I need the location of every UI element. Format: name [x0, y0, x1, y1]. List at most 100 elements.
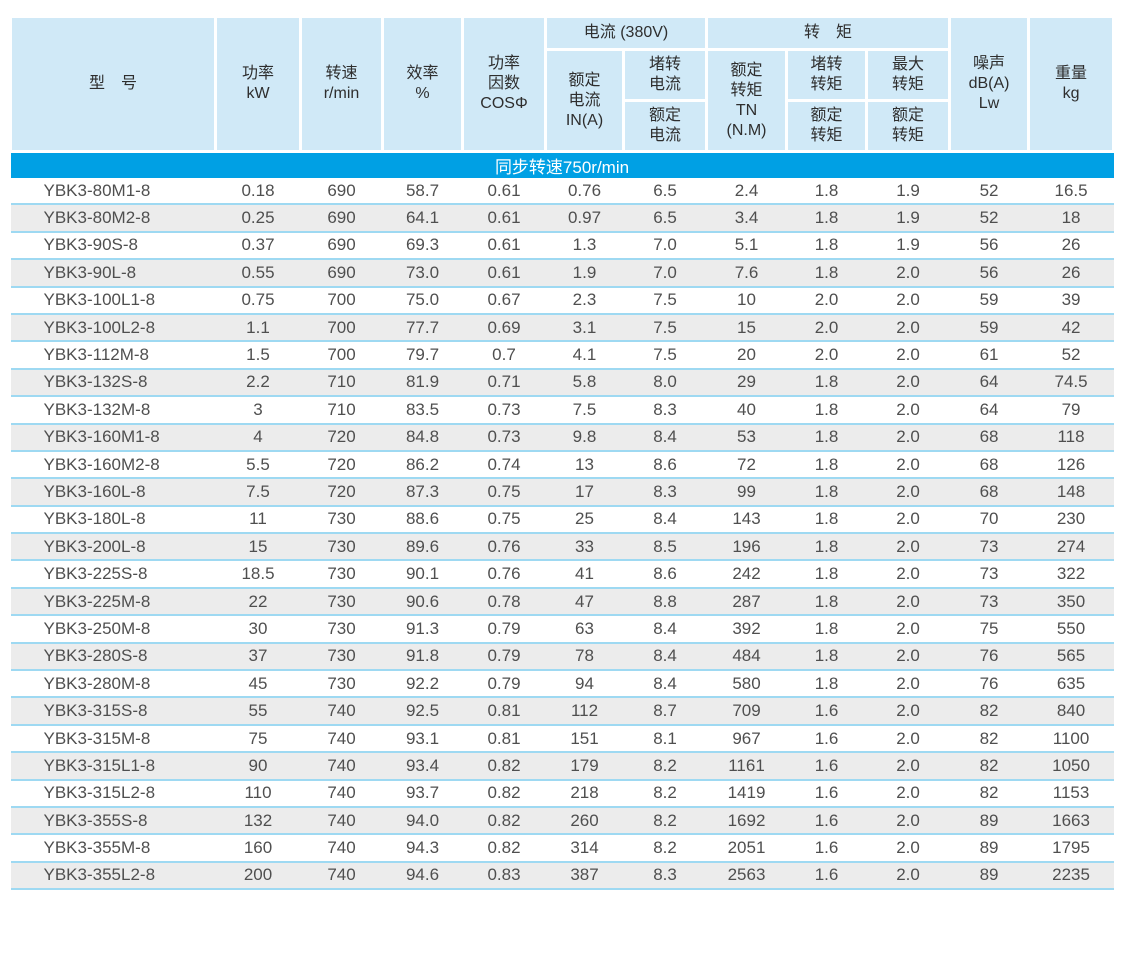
value-cell: 59	[949, 286, 1029, 315]
value-cell: 92.2	[382, 670, 463, 699]
model-cell: YBK3-315S-8	[10, 697, 216, 726]
table-row: YBK3-180L-8 11 730 88.6 0.75 25 8.4 143 1.8 2.0 70…	[10, 505, 1114, 535]
model-cell: YBK3-80M2-8	[10, 204, 216, 233]
header-row-sub-top: 额定 电流 IN(A) 堵转 电流 额定 转矩 TN (N.M) 堵转 转矩 最…	[11, 48, 1114, 153]
table-row: YBK3-225M-8 22 730 90.6 0.78 47 8.8 287 1.8 2.0 73…	[10, 587, 1114, 617]
value-cell: 82	[949, 779, 1029, 808]
value-cell: 1.8	[786, 615, 867, 644]
value-cell: 8.4	[623, 615, 707, 644]
model-cell: YBK3-315L1-8	[10, 752, 216, 781]
value-cell: 0.61	[462, 204, 546, 233]
value-cell: 94.0	[382, 806, 463, 836]
model-cell: YBK3-225M-8	[10, 587, 216, 617]
value-cell: 840	[1028, 697, 1114, 726]
value-cell: 7.5	[545, 396, 624, 425]
value-cell: 1.6	[786, 779, 867, 808]
table-row: YBK3-250M-8 30 730 91.3 0.79 63 8.4 392 1.8 2.0 75…	[10, 615, 1114, 644]
value-cell: 8.3	[623, 861, 707, 891]
value-cell: 720	[300, 423, 383, 452]
value-cell: 730	[300, 560, 383, 589]
table-row: YBK3-315S-8 55 740 92.5 0.81 112 8.7 709 1.6 2.0 8…	[10, 697, 1114, 726]
value-cell: 1.6	[786, 752, 867, 781]
value-cell: 2.0	[866, 533, 950, 562]
value-cell: 0.83	[462, 861, 546, 891]
model-cell: YBK3-132S-8	[10, 368, 216, 398]
value-cell: 68	[949, 450, 1029, 480]
value-cell: 7.5	[623, 286, 707, 315]
model-cell: YBK3-80M1-8	[10, 178, 216, 206]
value-cell: 1.9	[545, 259, 624, 288]
value-cell: 73	[949, 560, 1029, 589]
value-cell: 565	[1028, 642, 1114, 672]
value-cell: 18.5	[215, 560, 301, 589]
model-cell: YBK3-180L-8	[10, 505, 216, 535]
value-cell: 700	[300, 341, 383, 370]
value-cell: 710	[300, 396, 383, 425]
value-cell: 8.2	[623, 752, 707, 781]
table-row: YBK3-112M-8 1.5 700 79.7 0.7 4.1 7.5 20 2.0 2.0 61…	[10, 341, 1114, 370]
value-cell: 1.6	[786, 724, 867, 754]
value-cell: 2.0	[866, 615, 950, 644]
value-cell: 15	[215, 533, 301, 562]
value-cell: 11	[215, 505, 301, 535]
value-cell: 72	[706, 450, 787, 480]
value-cell: 5.8	[545, 368, 624, 398]
col-header-rated-current: 额定 电流 IN(A)	[544, 48, 625, 153]
value-cell: 53	[706, 423, 787, 452]
value-cell: 392	[706, 615, 787, 644]
value-cell: 1.8	[786, 505, 867, 535]
table-row: YBK3-200L-8 15 730 89.6 0.76 33 8.5 196 1.8 2.0 73…	[10, 533, 1114, 562]
value-cell: 0.76	[462, 560, 546, 589]
table-row: YBK3-100L1-8 0.75 700 75.0 0.67 2.3 7.5 10 2.0 2.…	[10, 286, 1114, 315]
value-cell: 73	[949, 587, 1029, 617]
value-cell: 25	[545, 505, 624, 535]
col-header-speed: 转速 r/min	[299, 15, 384, 153]
value-cell: 1.8	[786, 560, 867, 589]
value-cell: 720	[300, 478, 383, 507]
value-cell: 52	[949, 178, 1029, 206]
value-cell: 2.0	[786, 286, 867, 315]
value-cell: 83.5	[382, 396, 463, 425]
value-cell: 88.6	[382, 505, 463, 535]
col-header-locked-current-numerator: 堵转 电流	[621, 48, 709, 102]
value-cell: 68	[949, 478, 1029, 507]
table-row: YBK3-132M-8 3 710 83.5 0.73 7.5 8.3 40 1.8 2.0 64 7…	[10, 396, 1114, 425]
value-cell: 0.82	[462, 752, 546, 781]
value-cell: 2.0	[866, 423, 950, 452]
value-cell: 9.8	[545, 423, 624, 452]
motor-spec-table: 型 号 功率 kW 转速 r/min 效率 % 功率 因数 COSΦ 电流 (3…	[9, 15, 1116, 891]
value-cell: 1100	[1028, 724, 1114, 754]
value-cell: 0.75	[462, 505, 546, 535]
value-cell: 64.1	[382, 204, 463, 233]
value-cell: 68	[949, 423, 1029, 452]
value-cell: 2.0	[866, 587, 950, 617]
value-cell: 2.0	[866, 313, 950, 343]
value-cell: 99	[706, 478, 787, 507]
value-cell: 8.5	[623, 533, 707, 562]
value-cell: 1.9	[866, 231, 950, 261]
value-cell: 710	[300, 368, 383, 398]
value-cell: 89	[949, 806, 1029, 836]
value-cell: 0.82	[462, 806, 546, 836]
section-banner-row: 同步转速750r/min	[10, 151, 1114, 178]
value-cell: 1.6	[786, 806, 867, 836]
value-cell: 2.0	[866, 724, 950, 754]
table-row: YBK3-90L-8 0.55 690 73.0 0.61 1.9 7.0 7.6 1.8 2.0…	[10, 259, 1114, 288]
value-cell: 730	[300, 587, 383, 617]
value-cell: 90.1	[382, 560, 463, 589]
col-header-efficiency: 效率 %	[381, 15, 464, 153]
value-cell: 76	[949, 670, 1029, 699]
table-row: YBK3-280S-8 37 730 91.8 0.79 78 8.4 484 1.8 2.0 76…	[10, 642, 1114, 672]
value-cell: 10	[706, 286, 787, 315]
value-cell: 2.0	[866, 697, 950, 726]
table-header: 型 号 功率 kW 转速 r/min 效率 % 功率 因数 COSΦ 电流 (3…	[9, 15, 1116, 153]
model-cell: YBK3-160M1-8	[10, 423, 216, 452]
value-cell: 1.1	[215, 313, 301, 343]
value-cell: 690	[300, 231, 383, 261]
table-row: YBK3-80M2-8 0.25 690 64.1 0.61 0.97 6.5 3.4 1.8 1…	[10, 204, 1114, 233]
value-cell: 0.79	[462, 642, 546, 672]
value-cell: 91.3	[382, 615, 463, 644]
value-cell: 82	[949, 752, 1029, 781]
value-cell: 7.6	[706, 259, 787, 288]
value-cell: 0.75	[215, 286, 301, 315]
